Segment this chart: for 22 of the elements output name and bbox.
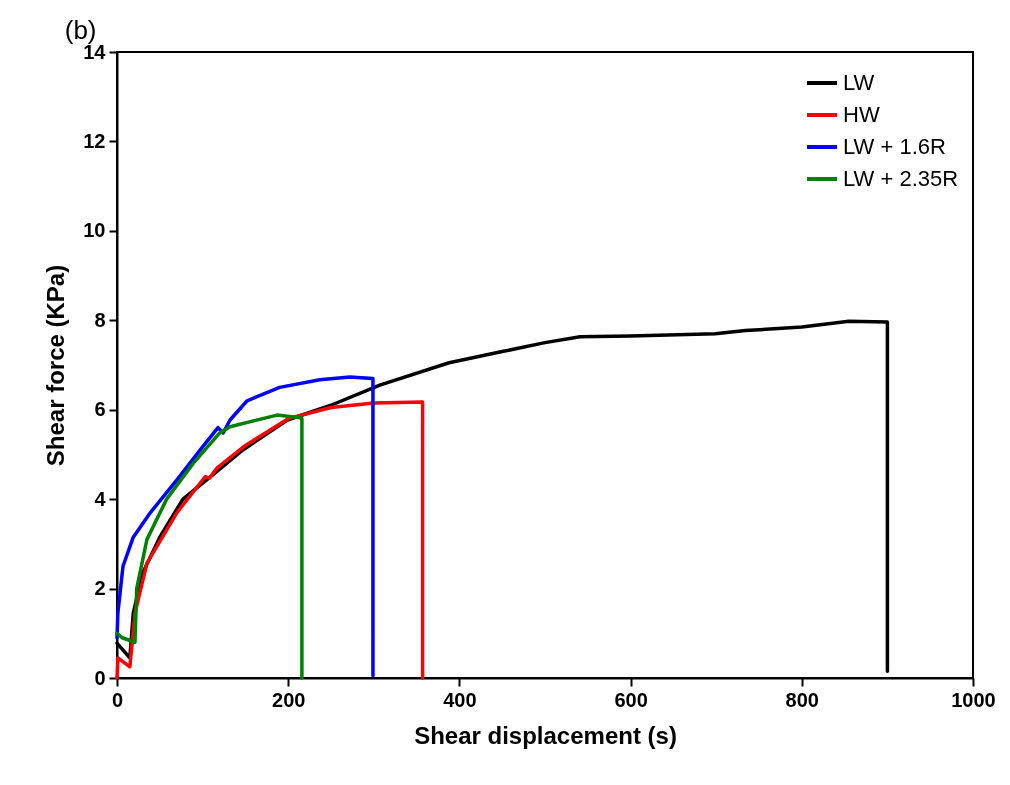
legend-label: LW bbox=[843, 70, 875, 95]
x-tick-label: 0 bbox=[111, 688, 124, 711]
y-tick-label: 12 bbox=[83, 129, 106, 152]
y-tick-label: 10 bbox=[83, 219, 106, 242]
legend-label: LW + 2.35R bbox=[843, 166, 959, 191]
y-tick-label: 4 bbox=[94, 487, 107, 510]
x-tick-label: 200 bbox=[272, 688, 306, 711]
x-tick-label: 400 bbox=[443, 688, 477, 711]
x-tick-label: 1000 bbox=[951, 688, 996, 711]
line-series bbox=[115, 413, 304, 680]
x-axis-title: Shear displacement (s) bbox=[414, 721, 677, 749]
line-series bbox=[115, 375, 375, 678]
line-series bbox=[115, 400, 425, 680]
y-tick-label: 6 bbox=[94, 398, 106, 421]
x-tick-label: 800 bbox=[785, 688, 819, 711]
y-tick-label: 0 bbox=[94, 666, 106, 689]
legend-label: LW + 1.6R bbox=[843, 134, 946, 159]
y-tick-label: 2 bbox=[94, 577, 106, 600]
y-tick-label: 8 bbox=[94, 308, 106, 331]
y-axis-title: Shear force (KPa) bbox=[42, 264, 70, 467]
x-tick-label: 600 bbox=[614, 688, 648, 711]
legend-label: HW bbox=[843, 102, 880, 127]
